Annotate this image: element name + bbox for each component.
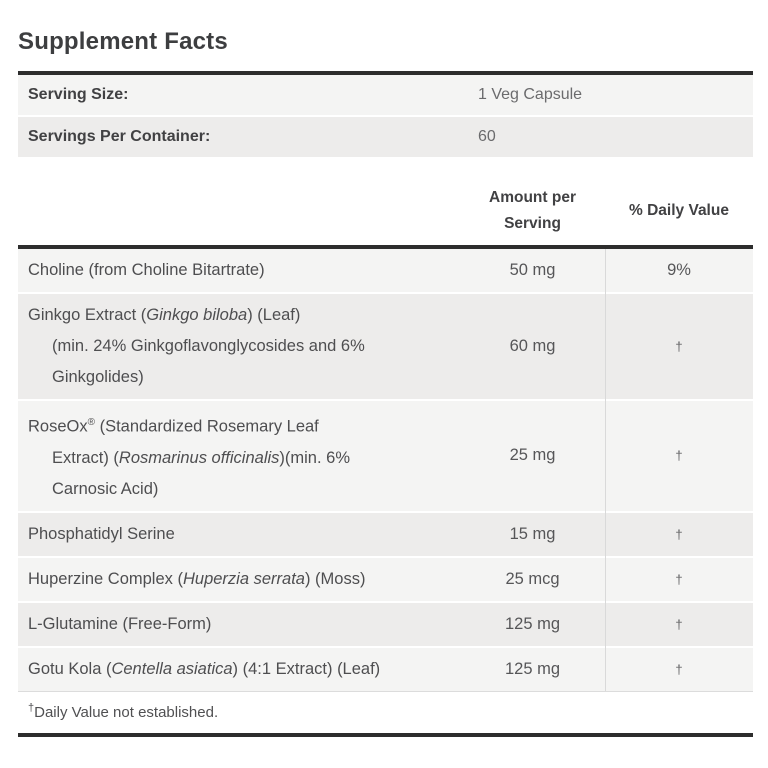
footnote-dagger: † xyxy=(28,701,35,714)
ingredient-row: Ginkgo Extract (Ginkgo biloba) (Leaf) (mi… xyxy=(18,294,753,399)
daily-value-header: % Daily Value xyxy=(629,202,729,219)
servings-per-container-label: Servings Per Container: xyxy=(28,128,211,145)
ingredient-row: Choline (from Choline Bitartrate) 50 mg 9% xyxy=(18,249,753,292)
daily-value: † xyxy=(675,571,683,587)
daily-value: † xyxy=(675,448,683,464)
amount-value: 60 mg xyxy=(509,337,556,355)
amount-per-serving-header: Amount per Serving xyxy=(489,189,576,232)
amount-value: 25 mcg xyxy=(505,569,560,588)
bottom-rule xyxy=(18,732,753,737)
header-rule xyxy=(18,245,753,249)
registered-trademark-symbol: ® xyxy=(87,417,95,428)
ingredient-name: RoseOx® (Standardized Rosemary Leaf Extra… xyxy=(28,417,350,498)
amount-value: 125 mg xyxy=(504,659,561,678)
ingredient-row: Huperzine Complex (Huperzia serrata) (Mo… xyxy=(18,557,753,601)
ingredient-name: Huperzine Complex (Huperzia serrata) (Mo… xyxy=(28,569,366,588)
column-divider xyxy=(605,249,606,691)
ingredient-row: Phosphatidyl Serine 15 mg † xyxy=(18,512,753,556)
footnote-text: Daily Value not established. xyxy=(34,703,219,721)
ingredient-row: RoseOx® (Standardized Rosemary Leaf Extra… xyxy=(18,401,753,511)
daily-value: † xyxy=(675,339,683,354)
serving-info-table: Serving Size: 1 Veg Capsule Servings Per… xyxy=(18,75,753,157)
amount-value: 15 mg xyxy=(509,524,556,543)
daily-value: † xyxy=(675,661,683,677)
ingredient-row: L-Glutamine (Free-Form) 125 mg † xyxy=(18,602,753,646)
serving-size-row: Serving Size: 1 Veg Capsule xyxy=(18,75,753,115)
facts-rows: Choline (from Choline Bitartrate) 50 mg 9%… xyxy=(18,249,753,692)
page-title: Supplement Facts xyxy=(18,28,228,55)
table-header-row: Amount per Serving % Daily Value xyxy=(18,185,753,245)
daily-value: † xyxy=(675,526,683,542)
ingredient-row: Gotu Kola (Centella asiatica) (4:1 Extra… xyxy=(18,647,753,692)
daily-value: † xyxy=(675,616,683,632)
serving-size-value: 1 Veg Capsule xyxy=(478,86,583,103)
servings-per-container-value: 60 xyxy=(478,128,496,145)
serving-size-label: Serving Size: xyxy=(28,86,129,103)
footnote: †Daily Value not established. xyxy=(18,692,753,733)
servings-per-container-row: Servings Per Container: 60 xyxy=(18,117,753,157)
ingredient-name: Choline (from Choline Bitartrate) xyxy=(28,261,265,279)
ingredient-header-spacer xyxy=(18,185,460,237)
supplement-facts-panel: Supplement Facts Serving Size: 1 Veg Cap… xyxy=(18,28,753,737)
daily-value: 9% xyxy=(667,261,691,279)
ingredient-name: L-Glutamine (Free-Form) xyxy=(28,614,212,633)
ingredient-name: Phosphatidyl Serine xyxy=(28,524,175,543)
ingredient-name: Gotu Kola (Centella asiatica) (4:1 Extra… xyxy=(28,659,381,678)
amount-value: 125 mg xyxy=(504,614,561,633)
amount-value: 50 mg xyxy=(509,261,556,279)
top-rule xyxy=(18,71,753,75)
ingredient-name: Ginkgo Extract (Ginkgo biloba) (Leaf) (mi… xyxy=(28,306,365,386)
amount-value: 25 mg xyxy=(509,446,556,465)
